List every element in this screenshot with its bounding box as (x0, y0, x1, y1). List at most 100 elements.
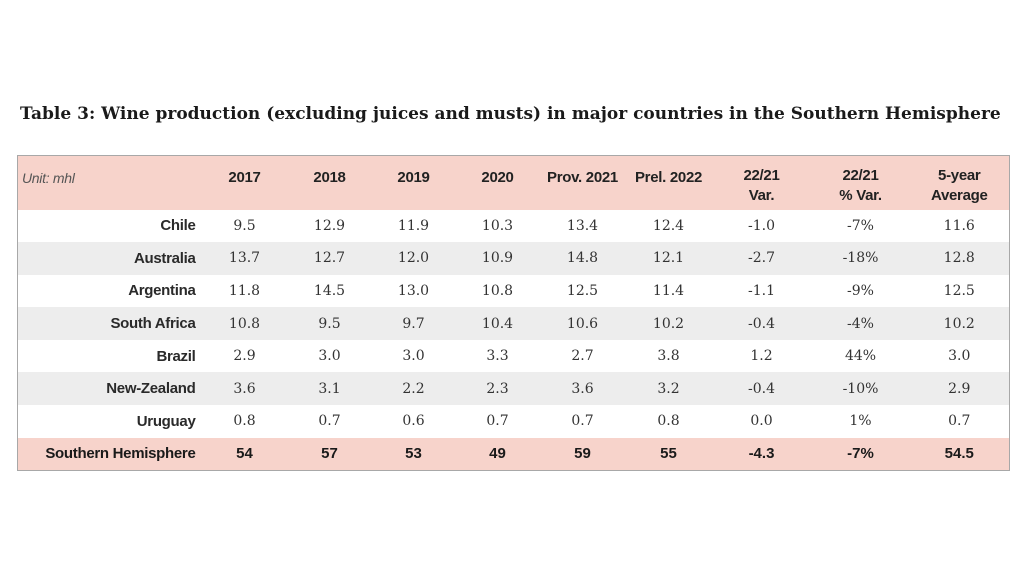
value-cell: 10.2 (909, 307, 1010, 340)
value-cell: 3.6 (539, 372, 626, 406)
value-cell: 3.0 (948, 348, 971, 365)
value-cell: 12.5 (566, 282, 599, 299)
value-cell: 9.5 (287, 307, 372, 340)
col-header: 5-year Average (909, 155, 1010, 210)
value-cell: 12.4 (652, 217, 685, 234)
value-cell: -7% (811, 437, 910, 471)
value-cell: 53 (371, 437, 456, 471)
country-cell: Uruguay (136, 412, 196, 430)
value-cell: 10.8 (481, 282, 514, 299)
table-row: Argentina 11.8 14.5 13.0 10.8 12.5 11.4 -1.1 -9%… (18, 275, 1010, 308)
value-cell: 9.7 (371, 307, 456, 340)
table-row: Australia 13.7 12.7 12.0 10.9 14.8 12.1 -2.7 -18… (17, 242, 1010, 275)
value-cell: 11.8 (228, 282, 261, 299)
country-cell: Chile (160, 217, 196, 235)
col-header: Prel. 2022 (625, 155, 712, 210)
value-cell: 9.5 (233, 217, 256, 234)
col-header: 2018 (287, 155, 372, 210)
value-cell: 0.8 (657, 413, 680, 430)
col-header: Prov. 2021 (539, 155, 626, 210)
value-cell: -4.3 (711, 437, 812, 471)
value-cell: 12.5 (943, 282, 975, 299)
value-cell: 12.1 (625, 242, 712, 275)
value-cell: 11.4 (652, 282, 685, 299)
value-cell: 0.7 (486, 413, 509, 430)
wine-production-table: Unit: mhl 2017 2018 2019 2020 Prov. 2021… (17, 155, 1010, 471)
header-row: Unit: mhl 2017 2018 2019 2020 Prov. 2021… (17, 155, 1010, 210)
table-title: Table 3: Wine production (excluding juic… (20, 104, 1001, 124)
value-cell: 3.3 (486, 348, 509, 365)
value-cell: 3.0 (318, 348, 341, 365)
value-cell: -1.1 (748, 282, 775, 299)
country-cell: Southern Hemisphere (17, 437, 202, 471)
col-header: 22/21% Var. (811, 155, 910, 210)
value-cell: 59 (539, 437, 626, 471)
value-cell: 49 (455, 437, 540, 471)
value-cell: 10.3 (481, 217, 514, 234)
value-cell: 10.4 (455, 307, 540, 340)
value-cell: 2.7 (571, 348, 594, 365)
value-cell: 10.6 (539, 307, 626, 340)
value-cell: 0.0 (750, 413, 773, 430)
value-cell: -1.0 (748, 217, 775, 234)
value-cell: 13.4 (566, 217, 599, 234)
value-cell: 1.2 (750, 348, 773, 365)
value-cell: -7% (847, 217, 874, 234)
value-cell: 0.7 (318, 413, 341, 430)
table-row: Chile 9.5 12.9 11.9 10.3 13.4 12.4 -1.0 -7% 11.6 (18, 210, 1010, 243)
value-cell: 2.2 (371, 372, 456, 406)
table-row: South Africa 10.8 9.5 9.7 10.4 10.6 10.2 -0.4 -4… (17, 307, 1010, 340)
total-row: Southern Hemisphere 54 57 53 49 59 55 -4.3 -7% 54… (17, 437, 1010, 471)
col-header: 22/21 Var. (711, 155, 812, 210)
value-cell: 10.2 (625, 307, 712, 340)
country-cell: Argentina (128, 282, 196, 300)
value-cell: 12.7 (287, 242, 372, 275)
value-cell: -0.4 (711, 307, 812, 340)
table-row: Brazil 2.9 3.0 3.0 3.3 2.7 3.8 1.2 44% 3.0 (18, 340, 1010, 373)
value-cell: 10.9 (455, 242, 540, 275)
value-cell: 0.7 (571, 413, 594, 430)
value-cell: 3.8 (657, 348, 680, 365)
country-cell: Brazil (156, 347, 196, 365)
value-cell: 3.0 (402, 348, 425, 365)
value-cell: 2.3 (455, 372, 540, 406)
value-cell: 14.5 (313, 282, 346, 299)
value-cell: 3.6 (201, 372, 288, 406)
value-cell: 3.2 (625, 372, 712, 406)
unit-label: Unit: mhl (17, 155, 202, 210)
value-cell: 3.1 (287, 372, 372, 406)
col-header: 2020 (455, 155, 540, 210)
value-cell: 13.7 (201, 242, 288, 275)
value-cell: 11.6 (943, 217, 975, 234)
value-cell: 54.5 (909, 437, 1010, 471)
value-cell: -9% (847, 282, 874, 299)
value-cell: 0.7 (948, 413, 971, 430)
value-cell: 2.9 (909, 372, 1010, 406)
country-cell: South Africa (17, 307, 202, 340)
table-row: New-Zealand 3.6 3.1 2.2 2.3 3.6 3.2 -0.4 -10% 2.9 (17, 372, 1010, 406)
value-cell: 1% (849, 413, 872, 430)
value-cell: 11.9 (397, 217, 430, 234)
value-cell: -2.7 (711, 242, 812, 275)
value-cell: 13.0 (397, 282, 430, 299)
value-cell: 12.9 (313, 217, 346, 234)
value-cell: -0.4 (711, 372, 812, 406)
value-cell: 44% (844, 348, 877, 365)
country-cell: Australia (17, 242, 202, 275)
value-cell: -4% (811, 307, 910, 340)
value-cell: 57 (287, 437, 372, 471)
value-cell: 54 (201, 437, 288, 471)
value-cell: 12.8 (909, 242, 1010, 275)
value-cell: 55 (625, 437, 712, 471)
col-header: 2017 (201, 155, 288, 210)
value-cell: -10% (811, 372, 910, 406)
value-cell: 12.0 (371, 242, 456, 275)
table-row: Uruguay 0.8 0.7 0.6 0.7 0.7 0.8 0.0 1% 0.7 (18, 405, 1010, 438)
value-cell: 10.8 (201, 307, 288, 340)
country-cell: New-Zealand (17, 372, 202, 406)
value-cell: -18% (811, 242, 910, 275)
col-header: 2019 (371, 155, 456, 210)
value-cell: 0.8 (233, 413, 256, 430)
value-cell: 0.6 (402, 413, 425, 430)
value-cell: 2.9 (233, 348, 256, 365)
